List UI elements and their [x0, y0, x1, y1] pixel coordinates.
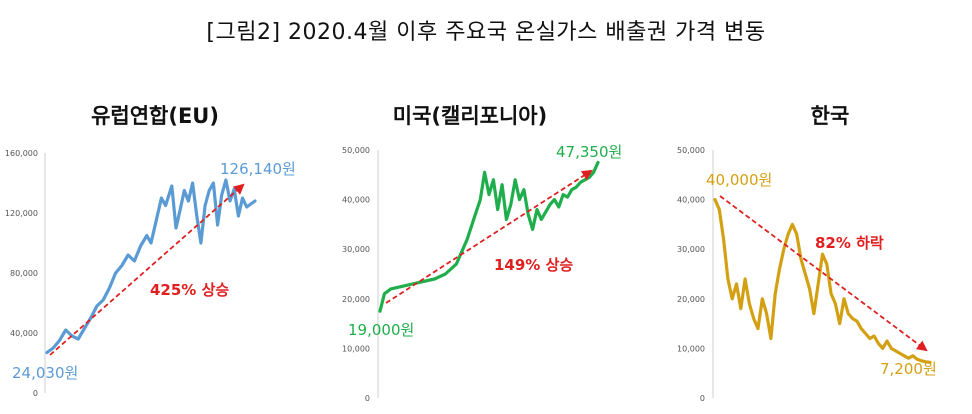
us-y-tick: 50,000 [342, 146, 370, 155]
eu-series-line [45, 178, 257, 355]
kr-y-tick: 30,000 [677, 245, 705, 254]
eu-start-label: 24,030원 [12, 364, 78, 382]
eu-y-tick: 160,000 [5, 149, 38, 158]
kr-y-tick: 50,000 [677, 146, 705, 155]
kr-y-tick: 20,000 [677, 295, 705, 304]
us-start-label: 19,000원 [348, 321, 414, 339]
eu-end-label: 126,140원 [220, 160, 296, 178]
eu-change-label: 425% 상승 [150, 281, 229, 299]
us-panel-title: 미국(캘리포니아) [392, 104, 548, 128]
us-end-label: 47,350원 [556, 143, 622, 161]
kr-series-line [713, 198, 932, 364]
us-y-tick: 10,000 [342, 344, 370, 353]
kr-y-tick: 0 [700, 394, 705, 403]
kr-trend-arrow [719, 195, 928, 352]
figure-title: [그림2] 2020.4월 이후 주요국 온실가스 배출권 가격 변동 [206, 20, 766, 45]
kr-y-tick: 10,000 [677, 344, 705, 353]
kr-start-label: 40,000원 [706, 171, 772, 189]
eu-y-tick: 80,000 [10, 269, 38, 278]
us-y-tick: 30,000 [342, 245, 370, 254]
kr-change-label: 82% 하락 [815, 234, 884, 252]
us-y-tick: 0 [365, 394, 370, 403]
eu-y-tick: 0 [33, 389, 38, 398]
us-y-tick: 40,000 [342, 196, 370, 205]
kr-end-label: 7,200원 [880, 360, 937, 378]
eu-trend-arrow [49, 183, 245, 356]
kr-panel-title: 한국 [810, 104, 850, 128]
us-change-label: 149% 상승 [494, 256, 573, 274]
eu-y-tick: 120,000 [5, 209, 38, 218]
eu-panel-title: 유럽연합(EU) [91, 104, 219, 128]
kr-y-tick: 40,000 [677, 196, 705, 205]
us-y-tick: 20,000 [342, 295, 370, 304]
eu-y-tick: 40,000 [10, 329, 38, 338]
us-series-line [378, 160, 600, 313]
us-trend-arrow [385, 169, 593, 304]
